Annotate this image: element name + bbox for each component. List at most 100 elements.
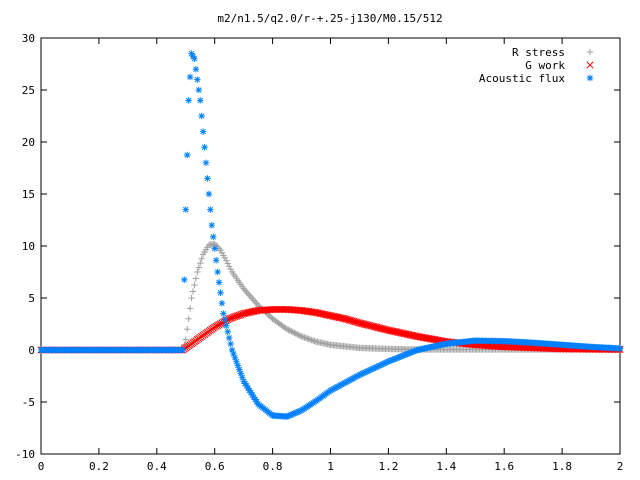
- data-point: [266, 312, 273, 320]
- x-tick-label: 0.2: [89, 460, 109, 473]
- data-point: [194, 76, 201, 83]
- chart-title: m2/n1.5/q2.0/r-+.25-j130/M0.15/512: [217, 12, 442, 25]
- data-point: [210, 233, 217, 241]
- x-tick-label: 0.8: [263, 460, 283, 473]
- x-tick-label: 2: [617, 460, 624, 473]
- x-tick-label: 0.6: [205, 460, 225, 473]
- data-point: [220, 310, 227, 317]
- data-point: [250, 297, 257, 304]
- data-point: [225, 263, 233, 270]
- data-point: [331, 313, 339, 321]
- data-point: [224, 328, 231, 335]
- data-point: [337, 314, 345, 322]
- data-point: [192, 275, 200, 282]
- data-point: [318, 310, 326, 318]
- data-point: [202, 159, 210, 166]
- data-point: [387, 327, 395, 335]
- data-point: [285, 326, 292, 334]
- data-point: [616, 345, 624, 352]
- y-tick-label: 15: [22, 188, 35, 201]
- data-point: [223, 322, 230, 329]
- data-point: [403, 330, 411, 338]
- data-point: [199, 128, 207, 135]
- data-point: [192, 66, 200, 73]
- data-point: [286, 327, 294, 334]
- data-point: [408, 331, 416, 339]
- data-point: [225, 334, 233, 342]
- data-point: [253, 300, 260, 307]
- legend-label: R stress: [512, 46, 565, 59]
- data-point: [183, 326, 191, 333]
- data-point: [198, 112, 205, 120]
- x-tick-label: 0.4: [147, 460, 167, 473]
- data-point: [392, 328, 400, 336]
- data-point: [324, 311, 332, 319]
- data-point: [197, 97, 204, 104]
- x-axis: 0 0.2 0.4 0.6 0.8 1 1.2 1.4 1.6 1.8 2: [38, 38, 624, 473]
- data-point: [194, 268, 201, 276]
- x-tick-label: 1.4: [436, 460, 456, 473]
- data-point: [326, 312, 335, 320]
- data-point: [304, 335, 311, 342]
- data-point: [313, 309, 322, 317]
- data-point: [186, 73, 194, 81]
- data-point: [205, 190, 213, 198]
- data-point: [307, 336, 314, 343]
- data-point: [294, 331, 301, 338]
- data-point: [393, 328, 401, 336]
- data-point: [298, 333, 305, 340]
- data-point: [328, 312, 336, 320]
- y-tick-label: 10: [22, 240, 35, 253]
- data-point: [223, 257, 230, 264]
- data-point: [295, 331, 302, 339]
- x-tick-label: 0: [38, 460, 45, 473]
- data-point: [389, 327, 397, 335]
- data-point: [241, 287, 249, 294]
- data-point: [299, 333, 307, 341]
- series-layer: [37, 50, 624, 420]
- data-point: [335, 313, 343, 322]
- data-point: [189, 288, 197, 295]
- data-point: [311, 308, 319, 316]
- y-tick-label: 0: [28, 344, 35, 357]
- data-point: [244, 290, 252, 297]
- legend-marker: [586, 61, 594, 69]
- data-point: [406, 331, 414, 339]
- data-point: [249, 295, 256, 302]
- y-axis: -10 -5 0 5 10 15 20 25 30: [15, 32, 620, 461]
- data-point: [292, 330, 299, 337]
- y-tick-label: -10: [15, 448, 35, 461]
- data-point: [246, 292, 253, 299]
- series-acoustic-flux: [37, 50, 624, 420]
- data-point: [302, 334, 310, 342]
- data-point: [329, 312, 337, 320]
- data-point: [332, 313, 340, 321]
- y-tick-label: 30: [22, 32, 35, 45]
- y-tick-label: 5: [28, 292, 35, 305]
- data-point: [185, 315, 192, 322]
- data-point: [291, 329, 298, 337]
- data-point: [325, 311, 333, 319]
- data-point: [215, 279, 223, 286]
- data-point: [185, 97, 192, 104]
- data-point: [296, 332, 304, 339]
- data-point: [183, 151, 191, 159]
- x-tick-label: 1.2: [378, 460, 398, 473]
- data-point: [312, 309, 320, 317]
- data-point: [311, 337, 318, 345]
- data-point: [316, 309, 324, 318]
- data-point: [400, 330, 408, 338]
- data-point: [409, 331, 417, 340]
- data-point: [182, 336, 189, 343]
- data-point: [211, 245, 218, 252]
- data-point: [195, 86, 202, 94]
- data-point: [227, 340, 234, 348]
- data-point: [191, 55, 198, 62]
- data-point: [308, 336, 315, 344]
- data-point: [197, 259, 204, 267]
- data-point: [214, 268, 221, 276]
- data-point: [182, 206, 189, 213]
- data-point: [305, 335, 312, 343]
